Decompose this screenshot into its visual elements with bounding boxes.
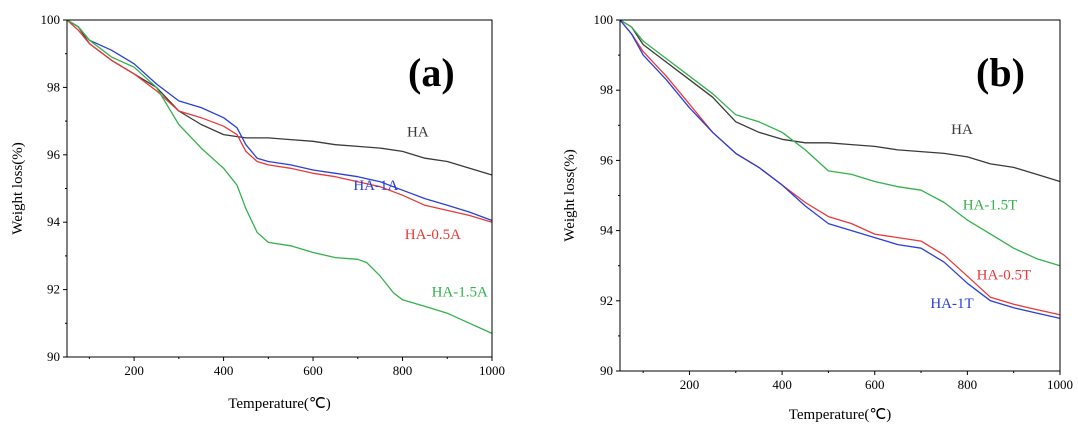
y-tick-label: 98 [47,79,60,94]
series-label-ha-0-5a: HA-0.5A [405,227,461,243]
x-tick-label: 800 [393,363,413,378]
series-label-ha-1t: HA-1T [930,296,973,312]
x-tick-label: 1000 [1047,377,1073,392]
y-tick-label: 94 [47,214,61,229]
series-label-ha-1-5a: HA-1.5A [432,284,488,300]
y-tick-label: 90 [47,349,60,364]
series-line-ha-0-5t [619,19,1061,316]
series-line-ha-1-5a [66,19,493,334]
panel-label: (b) [976,50,1025,95]
series-line-ha [66,19,493,176]
x-tick-label: 200 [124,363,144,378]
y-tick-label: 98 [600,82,613,97]
x-tick-label: 1000 [479,363,505,378]
y-tick-label: 92 [600,293,613,308]
y-tick-label: 94 [600,223,614,238]
series-label-ha-1a: HA-1A [353,178,398,194]
y-axis-title: Weight loss(%) [10,142,26,235]
series-label-ha: HA [951,122,973,138]
series-line-ha-1t [619,19,1061,320]
x-tick-label: 800 [958,377,978,392]
chart-panel-2: 200 400 600 800 1000 90 92 94 96 98 100 Temperature… [562,12,1073,423]
series-line-ha-1-5t [619,19,1061,267]
y-tick-label: 92 [47,282,60,297]
y-tick-label: 100 [41,12,61,27]
y-tick-label: 96 [600,152,614,167]
y-tick-label: 90 [600,363,613,378]
x-tick-label: 600 [865,377,885,392]
series-line-ha-1a [66,19,493,222]
series-line-ha-0-5a [66,19,493,223]
x-tick-label: 400 [772,377,792,392]
x-axis-title: Temperature(℃) [228,396,330,412]
series-label-ha-1-5t: HA-1.5T [963,198,1018,214]
x-tick-label: 600 [303,363,323,378]
chart-panel-1: 200 400 600 800 1000 90 92 94 96 98 100 Temperature… [10,12,505,412]
y-tick-label: 100 [594,12,614,27]
series-line-ha [619,19,1061,183]
x-axis-title: Temperature(℃) [789,407,891,423]
series-label-ha: HA [407,124,429,140]
x-tick-label: 400 [214,363,234,378]
series-label-ha-0-5t: HA-0.5T [977,268,1032,284]
x-tick-label: 200 [680,377,700,392]
y-tick-label: 96 [47,147,61,162]
panel-label: (a) [408,50,455,95]
y-axis-title: Weight loss(%) [562,149,578,242]
